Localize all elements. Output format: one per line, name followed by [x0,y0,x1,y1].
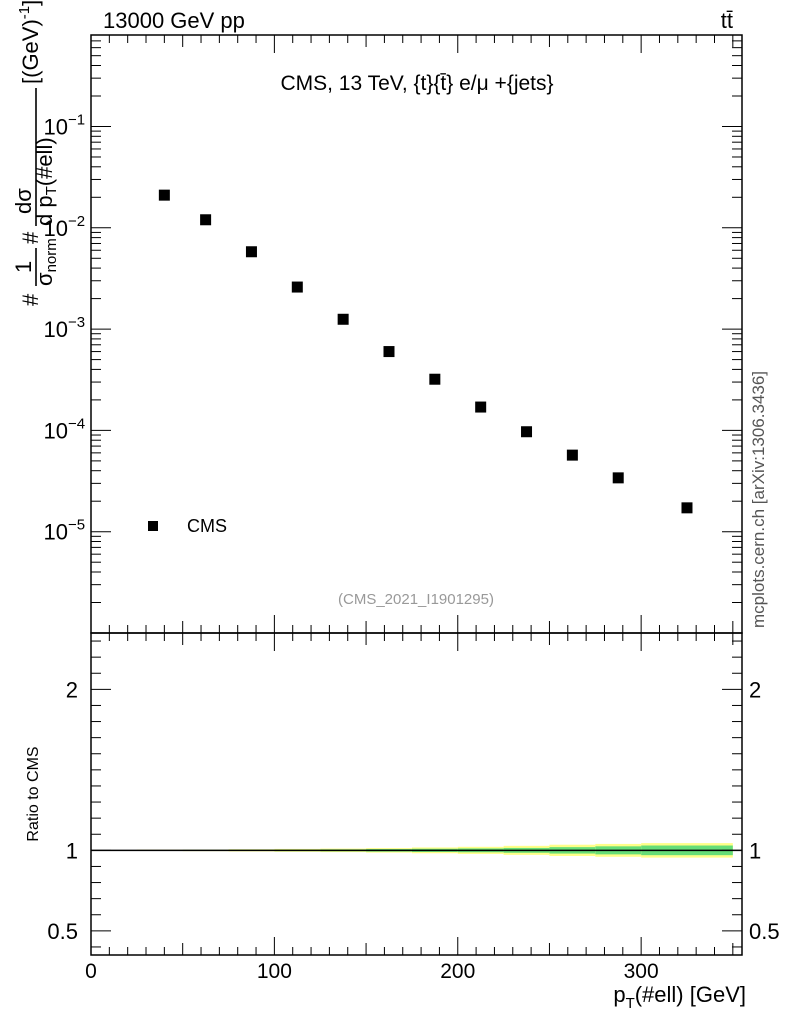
ylabel-units-exp: -1 [16,6,33,19]
x-tick-label: 200 [440,960,475,983]
ratio-y-tick-label-right: 0.5 [749,919,780,944]
main-y-tick-label: 10 [44,418,68,443]
ylabel-units: [(GeV) [18,19,43,84]
header-left: 13000 GeV pp [103,8,245,33]
ylabel-ell: (#ell) [32,137,57,186]
main-y-tick-labels: 10−110−210−310−410−5 [44,111,86,544]
ratio-panel: 0.5 1 2 0.5 1 2 0 100 200 300 Ratio to CMS pT(#… [25,632,780,1012]
ratio-y-tick-labels-right: 0.5 1 2 [749,677,780,944]
ylabel-units-close: ] [18,0,43,6]
legend-marker-cms [148,521,158,531]
ylabel-hash-2: # [18,231,43,244]
analysis-annotation: (CMS_2021_I1901295) [338,591,494,608]
ylabel-dpt: d p [32,195,57,226]
main-y-tick-exponent: −4 [68,415,85,432]
main-y-tick-exponent: −5 [68,517,85,534]
ratio-y-tick-label: 2 [66,677,78,702]
main-title: CMS, 13 TeV, {t}{t̄} e/μ +{jets} [280,72,553,95]
main-y-tick-label: 10 [44,317,68,342]
ylabel-numerator: 1 [11,261,36,273]
data-point [429,373,441,385]
ylabel-dsigma: dσ [11,188,36,214]
legend-label-cms: CMS [187,516,227,536]
data-point [245,246,257,258]
main-y-tick-label: 10 [44,114,68,139]
main-y-tick-exponent: −2 [68,213,85,230]
ratio-tick-marks [90,633,742,955]
ratio-y-tick-labels-left: 0.5 1 2 [47,677,78,944]
svg-text:#: # [18,293,43,306]
svg-text:dσ: dσ [11,188,36,214]
svg-text:1: 1 [11,261,36,273]
ylabel-sigma: σ [32,272,57,286]
data-point [681,502,693,514]
ylabel-hash-1: # [18,293,43,306]
svg-text:σnorm: σnorm [32,238,60,286]
ylabel-pt-sub: T [43,186,60,195]
data-point [383,346,395,358]
ylabel-norm: norm [43,238,60,272]
data-point [475,401,487,413]
ratio-y-tick-label: 1 [66,838,78,863]
main-y-tick-exponent: −1 [68,111,85,128]
main-y-tick-exponent: −3 [68,314,85,331]
x-tick-label: 100 [257,960,292,983]
svg-text:#: # [18,231,43,244]
main-y-tick-label: 10 [44,216,68,241]
main-y-tick-label: 10 [44,520,68,545]
data-point [337,313,349,325]
cms-data-points [158,189,693,514]
svg-text:d pT(#ell): d pT(#ell) [32,137,60,226]
data-point [291,281,303,293]
side-label: mcplots.cern.ch [arXiv:1306.3436] [749,371,768,628]
ratio-y-tick-label: 0.5 [47,919,78,944]
x-axis-label: pT(#ell) [GeV] [613,982,746,1012]
main-y-axis-label: # 1 σnorm # dσ d pT(#ell) [(GeV)-1] [11,0,60,306]
legend: CMS [148,516,227,536]
ratio-panel-frame [90,632,743,956]
data-point [200,214,212,226]
x-tick-label: 0 [85,960,97,983]
main-tick-marks [90,34,742,634]
data-point [158,189,170,201]
header-right: tt̄ [721,8,733,33]
x-tick-label: 300 [624,960,659,983]
ratio-y-tick-label-right: 1 [749,838,761,863]
data-point [521,426,533,438]
ratio-y-tick-label-right: 2 [749,677,761,702]
svg-text:[(GeV)-1]: [(GeV)-1] [16,0,43,84]
main-panel-frame [90,34,743,634]
main-panel: 10−110−210−310−410−5 CMS, 13 TeV, {t}{t̄… [11,0,743,634]
data-point [566,449,578,461]
x-tick-labels: 0 100 200 300 [85,960,659,983]
data-point [612,472,624,484]
ratio-y-axis-label: Ratio to CMS [25,746,42,841]
